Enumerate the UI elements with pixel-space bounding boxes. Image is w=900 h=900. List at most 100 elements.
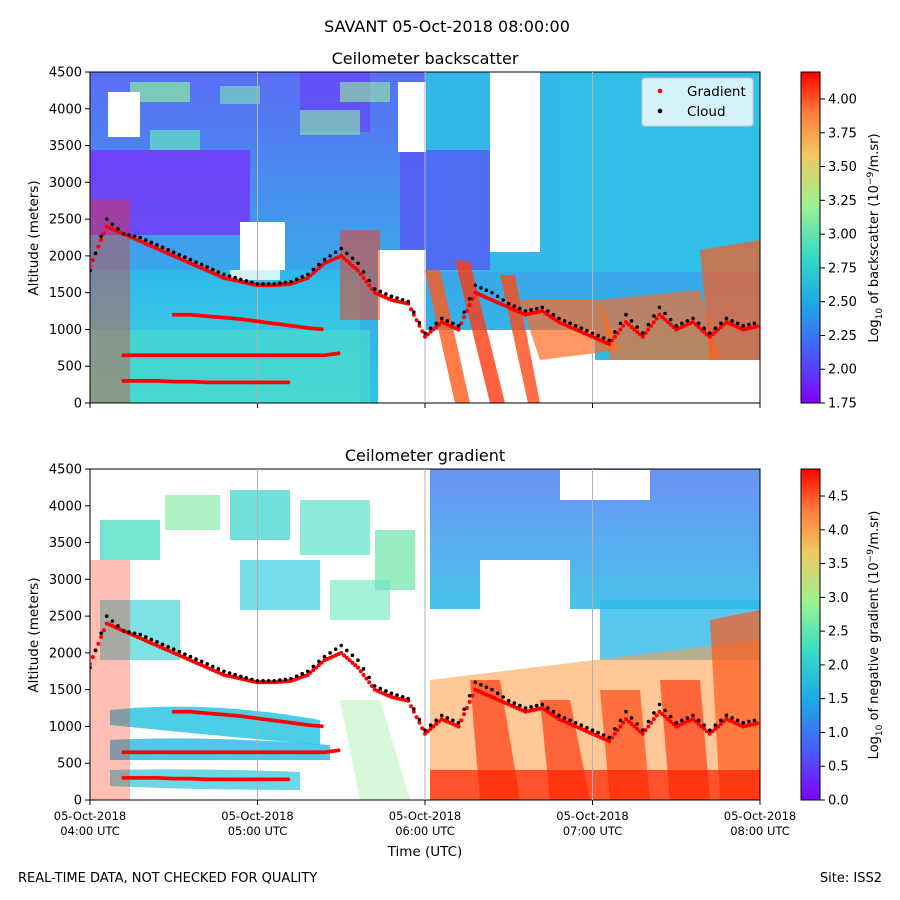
gradient-point [671,324,676,329]
cloud-point [719,718,723,723]
gradient-point [319,724,324,729]
gradient-point [339,253,344,258]
gradient-point [258,380,263,385]
y-tick-label: 3500 [49,536,82,551]
cloud-point [300,274,304,279]
gradient-point [261,353,266,358]
gradient-point [138,750,143,755]
gradient-point [420,726,425,731]
cloud-point [747,719,751,724]
gradient-point [188,750,193,755]
gradient-point [640,731,645,736]
cloud-point [155,640,159,644]
gradient-point [135,378,140,383]
gradient-point [691,320,695,325]
gradient-point [205,353,210,358]
gradient-point [626,719,631,724]
gradient-point [155,750,159,755]
panel1-x-ticks [89,403,761,408]
cloud-point [741,720,746,725]
panel1-ylabel: Altitude (meters) [26,180,42,295]
gradient-point [146,750,151,755]
gradient-point [132,378,137,383]
gradient-point [624,717,628,722]
cloud-point [99,234,103,239]
cloud-point [713,326,718,331]
gradient-point [660,315,665,320]
cloud-point [724,316,729,321]
gradient-point [208,750,213,755]
cloud-point [479,285,483,290]
cloud-point [640,728,645,732]
gradient-point [205,750,210,755]
gradient-point [369,683,374,688]
colorbar1-label: Log10 of backscatter (10−9/m.sr) [866,133,885,342]
gradient-point [219,380,224,385]
gradient-point [280,750,285,755]
gradient-point [353,663,358,668]
cloud-point [607,338,612,343]
gradient-point [311,353,316,358]
gradient-point [233,777,238,782]
gradient-point [300,750,305,755]
cloud-point [607,735,612,740]
cloud-point [417,717,422,722]
gradient-point [275,750,280,755]
gradient-point [297,353,302,358]
gradient-point [241,750,246,755]
gradient-point [294,750,299,755]
gradient-point [275,380,280,385]
y-tick-label: 3000 [49,176,82,191]
gradient-point [316,750,321,755]
cloud-point [601,336,606,340]
cloud-point [255,679,260,683]
cloud-point [205,265,210,269]
gradient-point [99,237,104,242]
gradient-point [129,378,134,383]
gradient-point [651,717,656,722]
gradient-point [210,750,215,755]
cloud-point [529,705,533,709]
gradient-point [624,320,628,325]
gradient-point [185,776,190,781]
gradient-point [470,296,475,301]
cloud-point [713,723,718,728]
gradient-point [222,750,226,755]
gradient-point [280,353,285,358]
gradient-point [289,353,293,358]
gradient-point [342,256,347,261]
cloud-point [601,733,606,737]
cloud-point [540,702,545,707]
gradient-point [344,655,349,660]
gradient-point [350,263,355,268]
cloud-point [177,649,182,654]
cloud-point [138,235,143,240]
gradient-point [456,327,461,332]
y-tick-label: 2000 [49,646,82,661]
panel2-marks [90,614,760,782]
gradient-point [353,266,358,271]
gradient-point [244,777,249,782]
gradient-point [180,776,185,781]
gradient-point [255,380,260,385]
gradient-point [286,353,291,358]
gradient-point [665,717,670,722]
cloud-point [735,718,740,723]
x-tick-label-time: 04:00 UTC [60,824,120,838]
gradient-point [286,380,291,385]
gradient-point [121,775,126,780]
cloud-point [166,644,170,649]
y-tick-label: 1000 [49,720,82,735]
gradient-point [224,777,229,782]
gradient-point [654,316,659,321]
gradient-point [155,353,159,358]
cloud-point [434,718,438,723]
gradient-point [90,258,95,263]
gradient-point [263,777,268,782]
gradient-point [691,717,695,722]
gradient-point [283,380,288,385]
gradient-point [660,712,665,717]
gradient-point [339,650,344,655]
gradient-point [199,750,204,755]
gradient-point [216,750,221,755]
